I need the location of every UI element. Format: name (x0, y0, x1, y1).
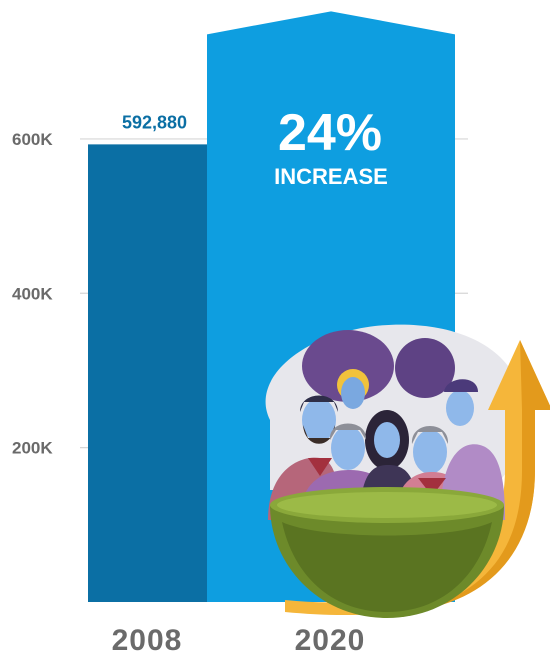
category-label-2008: 2008 (112, 624, 183, 656)
y-tick-label-200k: 200K (12, 439, 53, 458)
increase-annotation: 24% INCREASE (274, 104, 388, 189)
bar-2008 (88, 144, 207, 602)
data-label-2008: 592,880 (122, 112, 187, 132)
increase-text: INCREASE (274, 164, 388, 189)
increase-percent: 24% (278, 104, 382, 162)
y-axis-ticks: 200K 400K 600K (12, 130, 53, 458)
people-in-bowl-with-growth-arrow-icon (265, 324, 550, 618)
y-tick-label-400k: 400K (12, 284, 53, 303)
category-label-2020: 2020 (295, 624, 366, 656)
x-axis-categories: 2008 2020 (112, 624, 366, 656)
y-tick-label-600k: 600K (12, 130, 53, 149)
data-labels: 592,880735,538 (122, 112, 187, 132)
